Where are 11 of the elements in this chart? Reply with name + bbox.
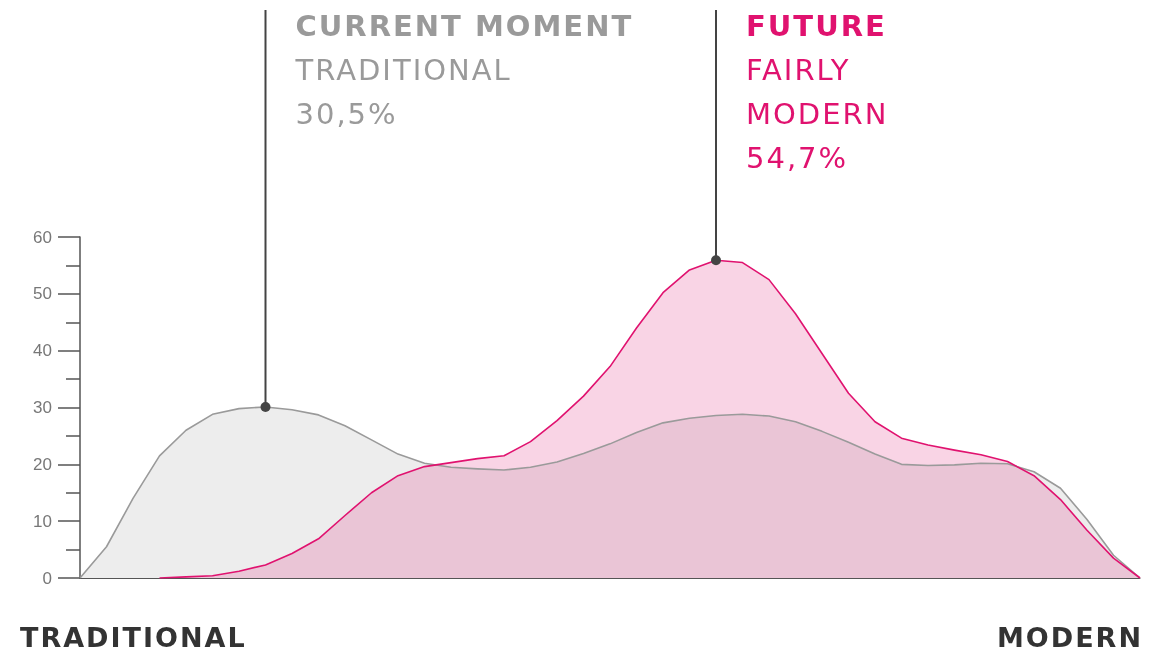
y-tick-label: 20 (33, 454, 52, 474)
text: MODERN (996, 622, 1143, 653)
y-tick-label: 50 (33, 284, 52, 304)
text: CURRENT MOMENT TRADITIONAL 30,5% (295, 8, 634, 133)
y-tick-label: 30 (33, 398, 52, 417)
y-tick-label: 0 (42, 568, 52, 588)
text: TRADITIONAL (20, 622, 247, 653)
y-tick-label: 40 (33, 341, 52, 361)
y-tick-label: 10 (33, 511, 52, 531)
y-tick-label: 60 (33, 227, 52, 247)
text: FUTURE FAIRLY MODERN 54,7% (746, 8, 890, 177)
